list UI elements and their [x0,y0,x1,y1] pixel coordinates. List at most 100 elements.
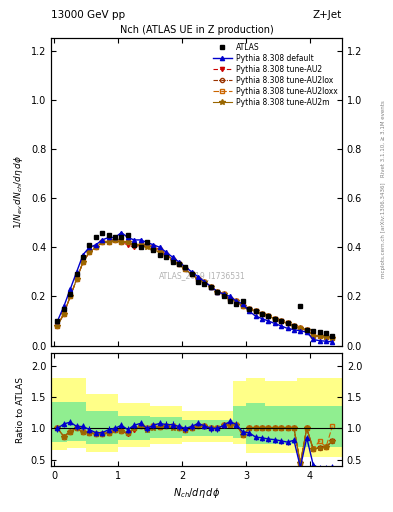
Pythia 8.308 default [196,274,200,280]
Pythia 8.308 tune-AU2 [209,284,213,290]
Pythia 8.308 tune-AU2loxx [183,266,188,272]
ATLAS [119,234,124,241]
Bar [99,411,118,444]
ATLAS [241,298,245,305]
ATLAS [62,306,66,312]
Pythia 8.308 tune-AU2m [183,266,188,272]
Pythia 8.308 tune-AU2loxx [228,296,232,302]
Pythia 8.308 tune-AU2m [157,249,162,255]
Pythia 8.308 default [55,318,60,324]
Pythia 8.308 tune-AU2loxx [305,327,309,333]
ATLAS [234,301,239,307]
Pythia 8.308 tune-AU2m [125,239,130,245]
Pythia 8.308 tune-AU2lox [62,311,66,317]
Pythia 8.308 tune-AU2loxx [330,335,335,341]
Pythia 8.308 default [215,288,220,294]
Pythia 8.308 tune-AU2m [228,296,232,302]
Pythia 8.308 tune-AU2loxx [247,306,252,312]
Pythia 8.308 tune-AU2m [221,291,226,297]
Bar [265,381,297,454]
Pythia 8.308 tune-AU2m [317,333,322,339]
ATLAS [260,311,264,317]
Pythia 8.308 tune-AU2m [330,335,335,341]
Text: Nch (ATLAS UE in Z production): Nch (ATLAS UE in Z production) [119,25,274,35]
ATLAS [196,279,200,285]
ATLAS [215,288,220,294]
Pythia 8.308 tune-AU2loxx [94,244,98,250]
Pythia 8.308 tune-AU2lox [234,298,239,305]
Pythia 8.308 tune-AU2lox [253,308,258,314]
Pythia 8.308 tune-AU2m [132,242,136,248]
Text: 13000 GeV pp: 13000 GeV pp [51,10,125,20]
Pythia 8.308 tune-AU2lox [74,276,79,282]
ATLAS [106,232,111,238]
Pythia 8.308 tune-AU2lox [266,313,271,319]
Pythia 8.308 tune-AU2 [164,251,169,258]
Pythia 8.308 tune-AU2m [253,308,258,314]
Bar [246,403,265,444]
Pythia 8.308 tune-AU2loxx [74,276,79,282]
Pythia 8.308 tune-AU2loxx [170,257,175,263]
Pythia 8.308 tune-AU2lox [183,266,188,272]
Pythia 8.308 tune-AU2lox [164,251,169,258]
Bar [310,378,348,457]
Pythia 8.308 tune-AU2lox [157,247,162,253]
Pythia 8.308 tune-AU2 [317,333,322,339]
Pythia 8.308 tune-AU2 [272,315,277,322]
Pythia 8.308 tune-AU2 [305,327,309,333]
ATLAS [202,281,207,287]
Pythia 8.308 tune-AU2loxx [311,333,316,339]
Pythia 8.308 tune-AU2loxx [266,313,271,319]
Bar [233,407,246,438]
ATLAS [228,298,232,305]
Pythia 8.308 tune-AU2loxx [55,323,60,329]
ATLAS [125,232,130,238]
ATLAS [151,247,156,253]
Bar [99,394,118,452]
Pythia 8.308 default [151,242,156,248]
ATLAS [311,328,316,334]
Pythia 8.308 tune-AU2 [125,242,130,248]
Pythia 8.308 default [323,338,328,344]
Pythia 8.308 tune-AU2loxx [323,334,328,340]
Pythia 8.308 default [298,328,303,334]
Pythia 8.308 tune-AU2loxx [62,311,66,317]
Text: mcplots.cern.ch [arXiv:1306.3436]: mcplots.cern.ch [arXiv:1306.3436] [381,183,386,278]
Pythia 8.308 tune-AU2loxx [209,284,213,290]
Line: Pythia 8.308 tune-AU2lox: Pythia 8.308 tune-AU2lox [55,238,334,340]
Pythia 8.308 tune-AU2m [62,311,66,317]
Bar [48,402,67,442]
ATLAS [209,284,213,290]
Pythia 8.308 tune-AU2 [183,266,188,272]
Pythia 8.308 tune-AU2loxx [292,323,296,329]
Pythia 8.308 tune-AU2 [55,323,60,329]
Pythia 8.308 tune-AU2 [221,291,226,297]
Pythia 8.308 tune-AU2 [68,293,73,300]
Pythia 8.308 tune-AU2lox [100,239,105,245]
Pythia 8.308 tune-AU2loxx [113,237,118,243]
Pythia 8.308 tune-AU2 [202,279,207,285]
Pythia 8.308 tune-AU2lox [215,288,220,294]
Bar [67,378,86,449]
ATLAS [330,333,335,339]
Pythia 8.308 tune-AU2m [285,321,290,327]
Pythia 8.308 tune-AU2loxx [279,318,283,324]
Pythia 8.308 tune-AU2 [292,323,296,329]
Pythia 8.308 tune-AU2loxx [189,271,194,278]
Pythia 8.308 tune-AU2m [323,334,328,340]
Pythia 8.308 tune-AU2m [55,323,60,329]
Pythia 8.308 tune-AU2m [113,237,118,243]
Pythia 8.308 tune-AU2m [68,293,73,300]
Pythia 8.308 tune-AU2loxx [157,247,162,253]
Pythia 8.308 tune-AU2lox [68,293,73,300]
Pythia 8.308 tune-AU2 [247,306,252,312]
Pythia 8.308 default [260,315,264,322]
Pythia 8.308 tune-AU2loxx [298,325,303,331]
ATLAS [55,318,60,324]
Pythia 8.308 tune-AU2loxx [87,249,92,255]
Line: Pythia 8.308 tune-AU2m: Pythia 8.308 tune-AU2m [55,237,335,340]
Pythia 8.308 tune-AU2loxx [81,259,85,265]
Pythia 8.308 tune-AU2m [311,333,316,339]
Pythia 8.308 default [253,313,258,319]
Pythia 8.308 tune-AU2lox [145,242,149,248]
